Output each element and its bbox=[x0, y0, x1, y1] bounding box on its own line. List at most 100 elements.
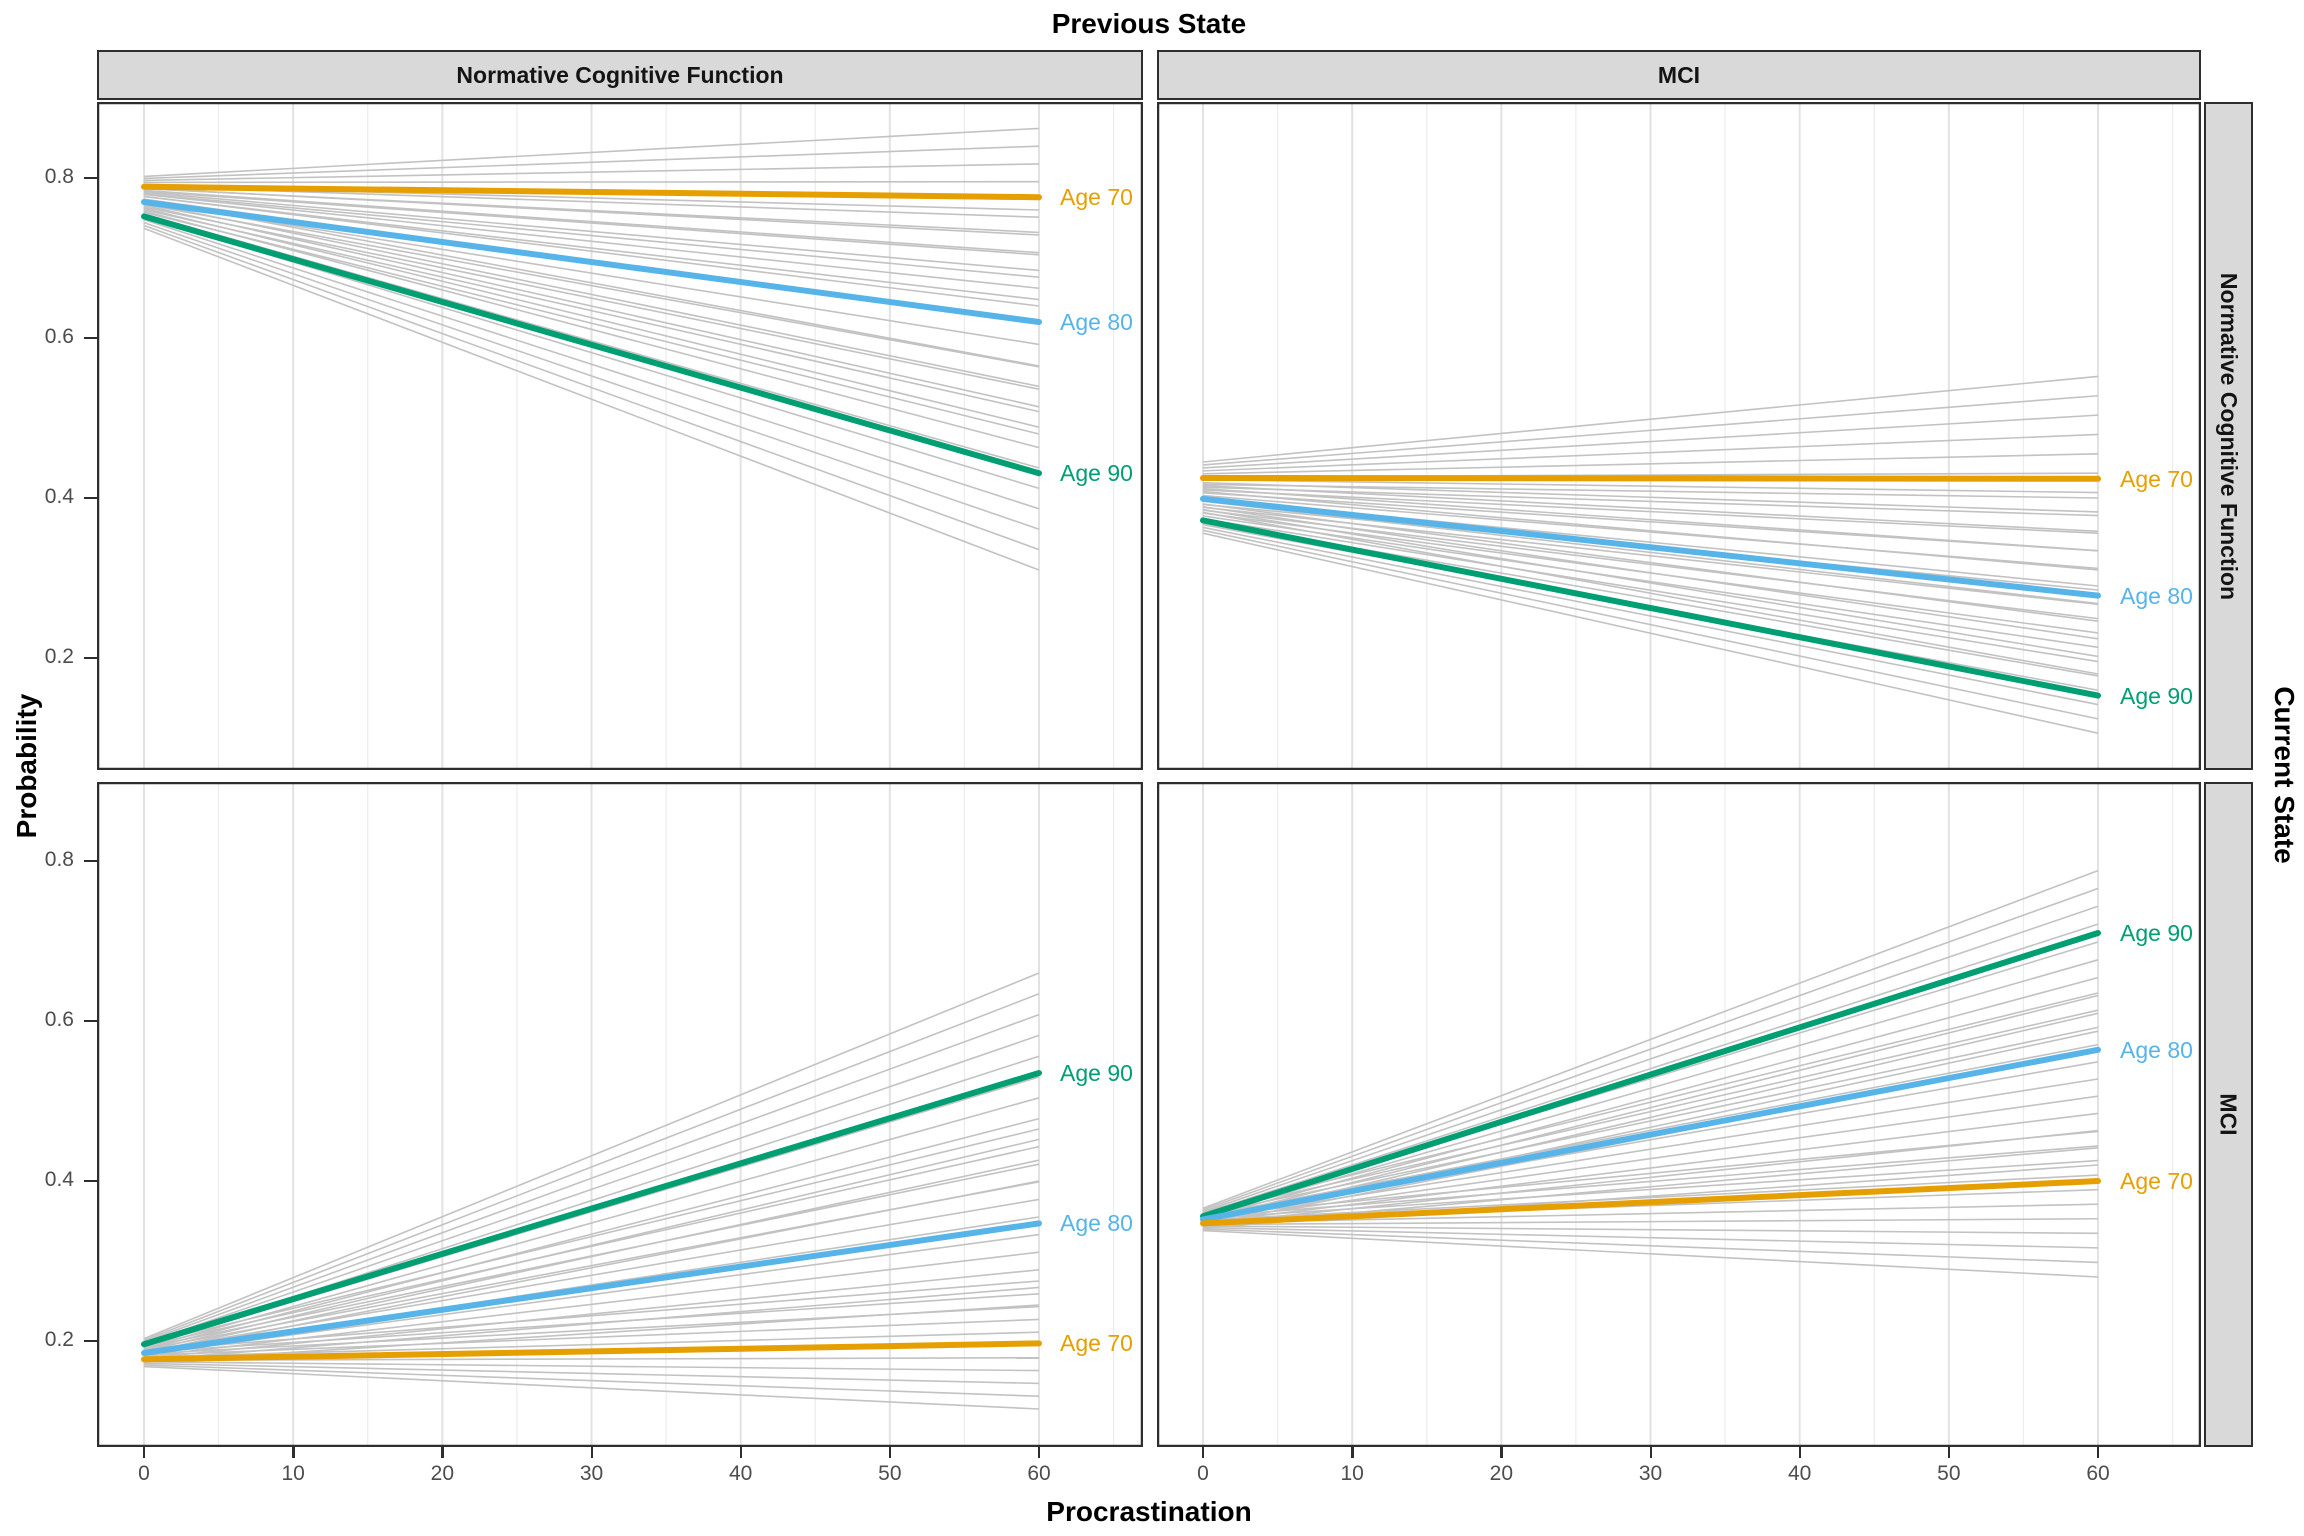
line-age-70 bbox=[141, 1340, 1043, 1363]
draw-line-age-70 bbox=[1202, 375, 2099, 463]
draw-line-age-70 bbox=[1202, 484, 2099, 533]
draw-line-age-70 bbox=[1202, 414, 2099, 469]
facet-strip-row-normative-label: Normative Cognitive Function bbox=[2216, 272, 2243, 600]
draw-line-age-70 bbox=[1202, 1229, 2099, 1278]
line-age-70 bbox=[1200, 1178, 2102, 1227]
x-tick-mark-30-col0 bbox=[590, 1447, 593, 1458]
draw-line-age-70 bbox=[143, 163, 1040, 182]
draw-line-age-80 bbox=[143, 208, 1040, 413]
draw-line-age-90 bbox=[1202, 1012, 2099, 1223]
draw-line-age-70 bbox=[1202, 1225, 2099, 1235]
draw-line-age-80 bbox=[1202, 508, 2099, 658]
y-tick-label-0.2-row1: 0.2 bbox=[44, 1328, 74, 1351]
draw-line-age-90 bbox=[1202, 512, 2099, 634]
age-label-age-70-panel-prev-mci-curr-normative-cognitive-function: Age 70 bbox=[2120, 465, 2193, 492]
draw-line-age-80 bbox=[1202, 494, 2099, 570]
draw-line-age-90 bbox=[143, 1034, 1040, 1345]
y-tick-label-0.8-row1: 0.8 bbox=[44, 848, 74, 871]
draw-line-age-70 bbox=[143, 195, 1040, 307]
age-label-age-70-panel-prev-normative-cognitive-function-curr-mci: Age 70 bbox=[1060, 1330, 1133, 1357]
draw-line-age-90 bbox=[143, 1180, 1040, 1356]
line-age-90 bbox=[141, 1070, 1043, 1348]
panel-border bbox=[97, 782, 1143, 1447]
x-tick-mark-50-col0 bbox=[888, 1447, 892, 1458]
draw-line-age-70 bbox=[143, 1362, 1040, 1385]
draw-line-age-90 bbox=[143, 1138, 1040, 1353]
y-tick-label-0.6-row0: 0.6 bbox=[44, 325, 74, 348]
y-tick-mark-0.6-row0 bbox=[84, 337, 97, 340]
x-tick-label-10-col0: 10 bbox=[281, 1462, 305, 1485]
panel-border bbox=[1157, 782, 2201, 1447]
draw-line-age-80 bbox=[1202, 992, 2099, 1213]
draw-line-age-90 bbox=[143, 224, 1040, 551]
facet-strip-col-normative: Normative Cognitive Function bbox=[97, 50, 1143, 100]
age-label-age-80-panel-prev-mci-curr-mci: Age 80 bbox=[2120, 1036, 2193, 1063]
draw-line-age-90 bbox=[143, 198, 1040, 367]
age-label-age-90-panel-prev-normative-cognitive-function-curr-normative-cognitive-function: Age 90 bbox=[1060, 460, 1133, 487]
draw-line-age-90 bbox=[1202, 976, 2099, 1220]
draw-line-age-70 bbox=[143, 1318, 1040, 1357]
draw-line-age-80 bbox=[143, 211, 1040, 435]
y-tick-label-0.6-row1: 0.6 bbox=[44, 1008, 74, 1031]
facet-strip-row-normative: Normative Cognitive Function bbox=[2204, 102, 2253, 770]
draw-line-age-90 bbox=[1202, 532, 2099, 734]
draw-line-age-70 bbox=[1202, 1228, 2099, 1264]
draw-line-age-70 bbox=[1202, 433, 2099, 472]
draw-line-age-80 bbox=[1202, 486, 2099, 517]
draw-line-age-70 bbox=[1202, 481, 2099, 513]
draw-line-age-80 bbox=[143, 206, 1040, 390]
x-tick-label-0-col0: 0 bbox=[138, 1462, 150, 1485]
panel-prev-normative-cognitive-function-curr-normative-cognitive-function bbox=[97, 102, 1143, 770]
draw-line-age-90 bbox=[143, 1097, 1040, 1349]
facet-strip-row-mci: MCI bbox=[2204, 782, 2253, 1447]
draw-line-age-80 bbox=[143, 190, 1040, 256]
draw-line-age-80 bbox=[1202, 1147, 2099, 1227]
x-tick-label-50-col0: 50 bbox=[878, 1462, 902, 1485]
draw-line-age-70 bbox=[143, 193, 1040, 290]
draw-line-age-90 bbox=[143, 1159, 1040, 1354]
x-tick-mark-30-col1 bbox=[1649, 1447, 1652, 1458]
x-tick-label-40-col0: 40 bbox=[728, 1462, 753, 1485]
panel-prev-normative-cognitive-function-curr-mci bbox=[97, 782, 1143, 1447]
y-tick-mark-0.4-row0 bbox=[84, 497, 97, 500]
draw-line-age-90 bbox=[1202, 529, 2099, 720]
x-tick-label-30-col1: 30 bbox=[1638, 1462, 1663, 1485]
panel-border bbox=[1157, 102, 2201, 770]
draw-line-age-90 bbox=[143, 972, 1040, 1340]
line-age-80 bbox=[1200, 495, 2102, 599]
draw-line-age-80 bbox=[1202, 1026, 2099, 1216]
draw-line-age-80 bbox=[143, 187, 1040, 234]
draw-line-age-80 bbox=[143, 1233, 1040, 1356]
x-tick-mark-40-col0 bbox=[739, 1447, 743, 1458]
draw-line-age-80 bbox=[1202, 1095, 2099, 1222]
draw-line-age-90 bbox=[1202, 526, 2099, 706]
draw-line-age-80 bbox=[143, 1128, 1040, 1345]
panel-prev-mci-curr-normative-cognitive-function-svg bbox=[1157, 102, 2201, 770]
draw-line-age-70 bbox=[143, 127, 1040, 178]
y-tick-label-0.2-row0: 0.2 bbox=[44, 645, 74, 668]
age-label-age-90-panel-prev-mci-curr-mci: Age 90 bbox=[2120, 920, 2193, 946]
line-age-80 bbox=[1200, 1046, 2102, 1223]
draw-line-age-80 bbox=[143, 1286, 1040, 1361]
draw-line-age-90 bbox=[1202, 905, 2099, 1213]
draw-line-age-90 bbox=[143, 204, 1040, 408]
x-tick-mark-50-col1 bbox=[1947, 1447, 1951, 1458]
x-tick-label-20-col1: 20 bbox=[1489, 1462, 1513, 1485]
draw-line-age-90 bbox=[143, 201, 1040, 388]
draw-line-age-80 bbox=[1202, 1009, 2099, 1214]
draw-line-age-90 bbox=[1202, 959, 2099, 1218]
draw-line-age-90 bbox=[143, 227, 1040, 571]
draw-line-age-70 bbox=[1202, 487, 2099, 552]
draw-line-age-80 bbox=[143, 1251, 1040, 1358]
draw-line-age-80 bbox=[1202, 1112, 2099, 1224]
draw-line-age-80 bbox=[143, 1269, 1040, 1360]
draw-line-age-80 bbox=[1202, 492, 2099, 552]
draw-line-age-90 bbox=[143, 207, 1040, 428]
y-tick-label-0.4-row0: 0.4 bbox=[44, 485, 74, 508]
panel-prev-mci-curr-normative-cognitive-function bbox=[1157, 102, 2201, 770]
x-tick-label-50-col1: 50 bbox=[1937, 1462, 1961, 1485]
panel-prev-normative-cognitive-function-curr-normative-cognitive-function-svg bbox=[97, 102, 1143, 770]
draw-line-age-70 bbox=[1202, 478, 2099, 494]
draw-line-age-90 bbox=[143, 993, 1040, 1341]
